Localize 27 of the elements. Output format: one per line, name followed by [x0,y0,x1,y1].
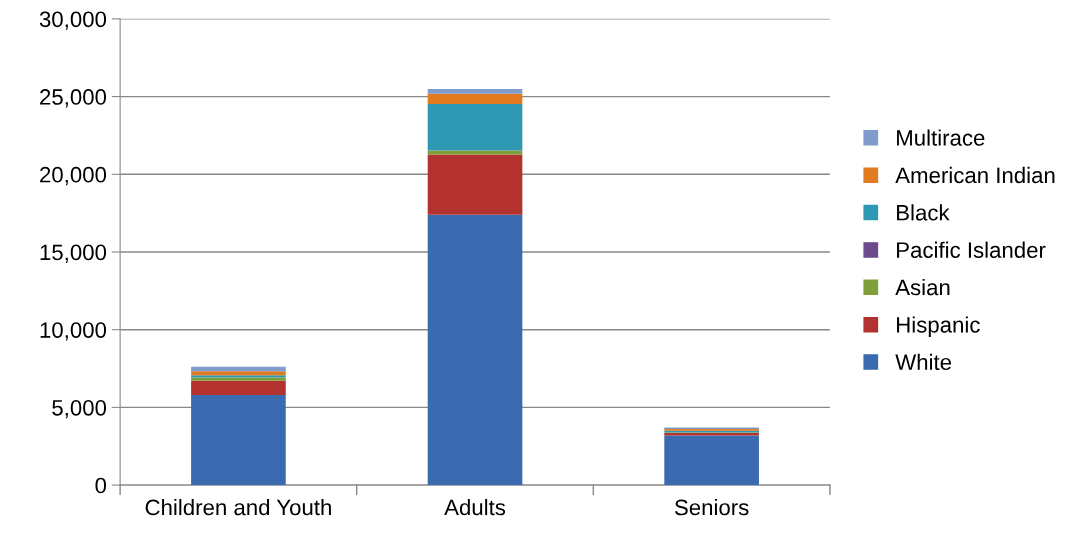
legend-label: Multirace [897,129,985,146]
x-tick-label: Adults [444,498,506,516]
x-tick-label: Seniors [674,498,749,516]
y-tick-label: 10,000 [40,322,107,341]
y-tick-label: 5,000 [52,399,107,419]
legend-label: Hispanic [897,316,980,338]
legend-label: American Indian [895,166,1055,184]
bar [191,380,286,395]
bar [427,89,523,94]
bar [427,103,523,151]
y-tick-label: 25,000 [40,89,107,108]
y-tick-label: 20,000 [40,166,107,186]
legend-label: Pacific Islander [897,241,1046,258]
bar [664,435,759,486]
x-tick-label: Children and Youth [145,498,331,516]
y-tick-label: 15,000 [40,244,107,263]
bar [191,371,286,376]
bar [427,93,523,104]
legend-label: Black [897,204,950,221]
legend-label: Asian [895,279,950,296]
y-tick-label: 0 [95,477,107,494]
bar [427,150,523,155]
legend-label: White [895,353,952,371]
bar [191,394,286,486]
bar [427,214,523,486]
bar [427,154,523,215]
y-tick-label: 30,000 [39,11,107,30]
